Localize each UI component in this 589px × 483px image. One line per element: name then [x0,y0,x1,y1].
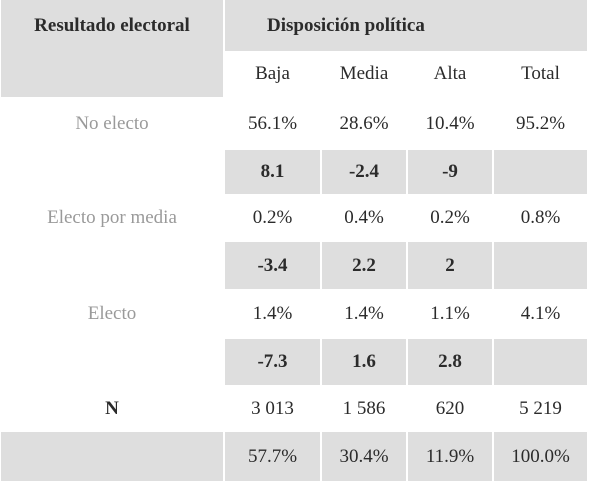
n-row: N 3 013 1 586 620 5 219 [1,385,587,432]
header-disposicion-politica: Disposición política [267,14,425,36]
pct-row-label [1,432,223,481]
value-cell: 1.4% [344,303,384,324]
stat-cell: 2.8 [408,339,492,385]
stat-cell-empty [494,339,587,385]
subheader-empty [1,51,223,97]
value-cell: 0.8% [520,207,561,228]
value-cell: 4.1% [520,303,561,324]
subheader-row: Baja Media Alta Total [1,51,587,97]
stats-row: 8.1 -2.4 -9 [1,150,587,194]
stats-row: -7.3 1.6 2.8 [1,339,587,385]
value-cell: 3 013 [251,397,294,419]
stat-cell: -7.3 [225,339,320,385]
stat-cell-empty [494,150,587,194]
value-cell: 0.4% [344,207,384,228]
value-cell: 5 219 [519,397,562,419]
value-cell: 0.2% [252,207,293,228]
stat-cell: 8.1 [225,150,320,194]
table-row: Electo por media 0.2% 0.4% 0.2% 0.8% [1,194,587,242]
value-cell: 30.4% [322,432,406,481]
value-cell: 1 586 [342,397,386,419]
row-label-no-electo: No electo [75,112,149,134]
table-row: Electo 1.4% 1.4% 1.1% 4.1% [1,289,587,339]
subheader-baja: Baja [255,63,290,84]
value-cell: 1.1% [430,303,470,324]
header-row: Resultado electoral Disposición política [1,0,587,51]
value-cell: 28.6% [339,112,389,134]
value-cell: 10.4% [425,112,475,134]
header-resultado-electoral: Resultado electoral [34,14,190,36]
stat-cell: -3.4 [225,242,320,289]
stat-cell: 1.6 [322,339,406,385]
stat-cell-empty [494,242,587,289]
pct-row: 57.7% 30.4% 11.9% 100.0% [1,432,587,481]
stat-cell: -2.4 [322,150,406,194]
table-row: No electo 56.1% 28.6% 10.4% 95.2% [1,97,587,150]
row-label-electo-por-media: Electo por media [47,207,177,228]
value-cell: 95.2% [515,112,566,134]
stat-cell: 2 [408,242,492,289]
row-label-n: N [105,397,119,419]
value-cell: 0.2% [430,207,470,228]
value-cell: 620 [435,397,465,419]
value-cell: 1.4% [252,303,293,324]
value-cell: 11.9% [408,432,492,481]
value-cell: 100.0% [494,432,587,481]
stats-row: -3.4 2.2 2 [1,242,587,289]
subheader-total: Total [521,63,560,84]
value-cell: 56.1% [247,112,298,134]
subheader-alta: Alta [433,63,467,84]
stat-cell: -9 [408,150,492,194]
subheader-media: Media [339,63,389,84]
value-cell: 57.7% [225,432,320,481]
stat-cell: 2.2 [322,242,406,289]
row-label-electo: Electo [87,303,137,324]
